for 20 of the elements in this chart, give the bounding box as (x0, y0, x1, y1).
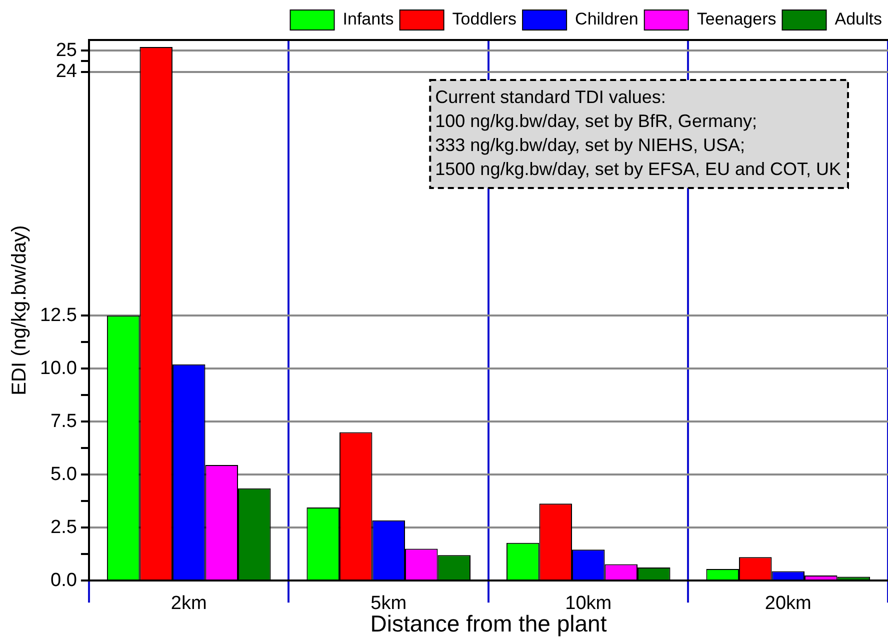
x-tick-label: 2km (170, 593, 207, 614)
annotation: 333 ng/kg.bw/day, set by NIEHS, USA; (435, 134, 745, 155)
legend-label: Adults (834, 10, 882, 29)
y-tick-label: 5.0 (50, 464, 77, 485)
y-tick-label: 24 (56, 61, 78, 82)
y-axis-title: EDI (ng/kg.bw/day) (8, 225, 31, 396)
y-tick-label: 7.5 (50, 410, 77, 432)
legend-label: Children (575, 10, 638, 29)
annotation: 1500 ng/kg.bw/day, set by EFSA, EU and COT, UK (435, 158, 842, 179)
annotation: Current standard TDI values: (435, 86, 666, 107)
legend-label: Teenagers (696, 10, 776, 29)
annotation: 100 ng/kg.bw/day, set by BfR, Germany; (435, 110, 757, 131)
y-tick-label: 12.5 (40, 304, 77, 326)
legend-label: Infants (342, 10, 394, 29)
y-tick-label: 0.0 (50, 570, 77, 591)
y-tick-label: 10.0 (40, 358, 77, 379)
y-tick-label: 2.5 (50, 516, 77, 538)
x-tick-label: 20km (764, 593, 812, 614)
legend-label: Toddlers (452, 10, 517, 29)
y-tick-label: 25 (56, 40, 77, 61)
